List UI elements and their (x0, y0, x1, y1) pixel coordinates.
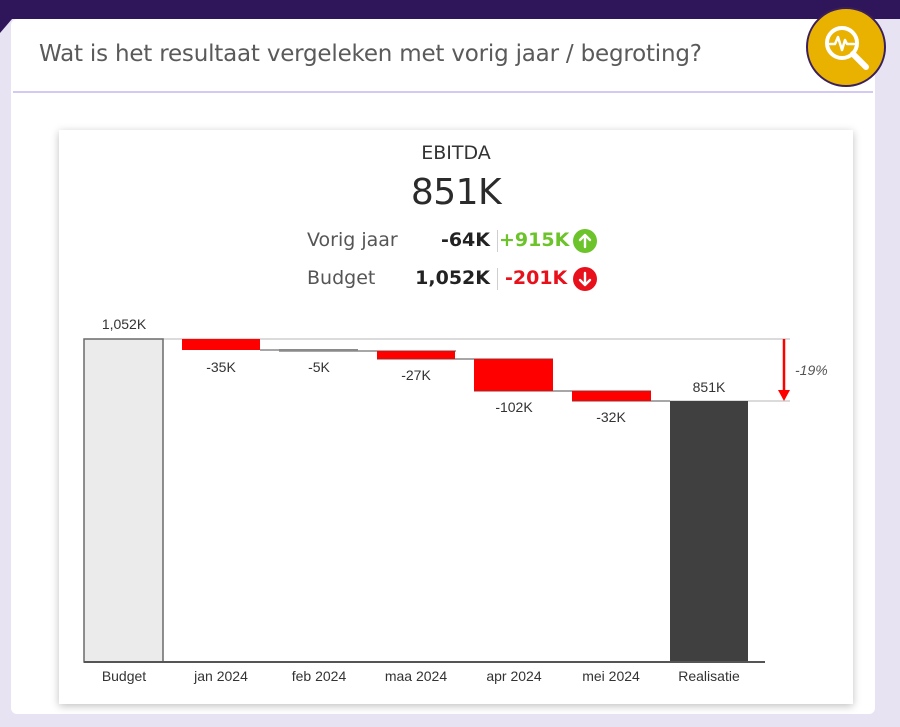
ebitda-waterfall-visual[interactable]: EBITDA 851K Vorig jaar -64K +915K Budget… (59, 130, 853, 704)
bar-realisatie[interactable] (670, 401, 748, 662)
title-divider (13, 91, 873, 93)
bar-apr-2024[interactable] (474, 359, 553, 391)
comparison-previous-year: Vorig jaar -64K +915K (307, 227, 607, 257)
category-label: apr 2024 (486, 668, 541, 684)
comparison-label: Vorig jaar (307, 229, 398, 251)
category-label: feb 2024 (292, 668, 347, 684)
app-header-bar (0, 0, 900, 19)
question-card: Wat is het resultaat vergeleken met vori… (11, 19, 875, 714)
comparison-delta: +915K (499, 229, 570, 251)
data-label: -5K (308, 359, 330, 375)
category-label: maa 2024 (385, 668, 447, 684)
kpi-title: EBITDA (421, 142, 491, 164)
variance-label: -19% (795, 362, 828, 378)
separator (497, 268, 498, 290)
bar-maa-2024[interactable] (377, 351, 455, 359)
comparison-label: Budget (307, 267, 376, 289)
kpi-value: 851K (410, 172, 502, 213)
bar-budget[interactable] (83, 338, 164, 663)
comparison-delta: -201K (505, 267, 568, 289)
category-label: Budget (102, 668, 146, 684)
data-label: 1,052K (102, 316, 147, 332)
comparison-budget: Budget 1,052K -201K (307, 265, 607, 295)
bar-jan-2024[interactable] (182, 339, 260, 350)
arrow-down-icon (573, 267, 597, 291)
data-label: -27K (401, 367, 431, 383)
data-label: 851K (693, 379, 726, 395)
category-label: Realisatie (678, 668, 740, 684)
separator (497, 230, 498, 252)
bar-feb-2024[interactable] (279, 349, 358, 351)
insight-button[interactable] (806, 7, 886, 87)
data-label: -35K (206, 359, 236, 375)
category-label: mei 2024 (582, 668, 640, 684)
waterfall-chart: 1,052K -35K -5K -27K -102K -32K 851K -19… (83, 316, 828, 684)
comparison-value: -64K (440, 229, 490, 251)
bar-mei-2024[interactable] (572, 391, 651, 401)
header-corner (0, 19, 12, 33)
comparison-value: 1,052K (415, 267, 490, 289)
category-label: jan 2024 (193, 668, 248, 684)
magnifier-pulse-icon (825, 26, 869, 70)
arrow-down-icon (778, 390, 790, 401)
data-label: -102K (495, 399, 533, 415)
data-label: -32K (596, 409, 626, 425)
card-title: Wat is het resultaat vergeleken met vori… (39, 41, 702, 67)
arrow-up-icon (573, 229, 597, 253)
